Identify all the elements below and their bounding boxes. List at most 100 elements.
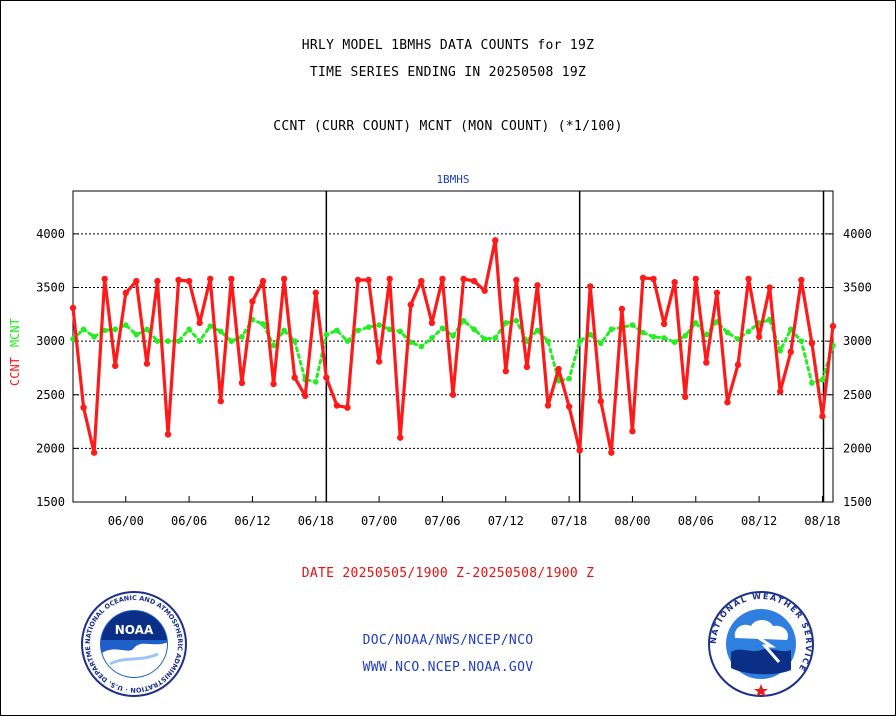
mcnt-point: [534, 327, 541, 334]
mcnt-point: [154, 338, 161, 344]
chart-subtitle: 1BMHS: [436, 173, 469, 186]
mcnt-point: [334, 327, 340, 334]
ccnt-point: [777, 388, 784, 395]
ccnt-point: [112, 362, 119, 370]
mcnt-point: [809, 380, 815, 386]
chart-title-line-1: HRLY MODEL 1BMHS DATA COUNTS for 19Z: [301, 38, 595, 53]
ccnt-point: [407, 301, 414, 308]
ccnt-point: [397, 434, 404, 441]
ccnt-point: [798, 276, 805, 284]
ccnt-point: [323, 374, 330, 381]
mcnt-point: [608, 326, 615, 333]
mcnt-point: [323, 331, 330, 338]
mcnt-point: [312, 379, 319, 385]
mcnt-point: [186, 326, 192, 333]
ccnt-point: [439, 275, 446, 283]
ccnt-point: [618, 305, 626, 313]
y-tick-label-left: 2000: [36, 441, 65, 455]
ccnt-point: [217, 397, 224, 405]
ccnt-point: [671, 278, 678, 286]
mcnt-point: [481, 336, 488, 342]
ccnt-point: [418, 277, 425, 285]
ccnt-point: [175, 276, 182, 284]
y-axis-label-ccnt: CCNT: [8, 357, 22, 386]
mcnt-point: [460, 317, 467, 324]
mcnt-point: [80, 326, 87, 333]
x-tick-label: 07/18: [551, 514, 587, 528]
ccnt-point: [164, 431, 172, 438]
ccnt-point: [481, 287, 488, 294]
y-axis-label-mcnt: MCNT: [8, 318, 22, 347]
mcnt-point: [239, 334, 245, 340]
ccnt-point: [523, 363, 531, 371]
ccnt-point: [122, 289, 129, 297]
mcnt-point: [745, 328, 752, 335]
mcnt-point: [260, 321, 266, 327]
mcnt-point: [70, 336, 76, 342]
mcnt-point: [502, 320, 509, 326]
mcnt-point: [133, 331, 140, 338]
ccnt-point: [544, 402, 552, 409]
y-tick-label-right: 3000: [843, 334, 872, 348]
ccnt-point: [69, 304, 77, 312]
mcnt-point: [418, 343, 425, 350]
org-path-link[interactable]: DOC/NOAA/NWS/NCEP/NCO: [362, 633, 534, 648]
mcnt-point: [144, 326, 150, 333]
ccnt-point: [660, 320, 668, 328]
ccnt-point: [259, 277, 267, 285]
website-link[interactable]: WWW.NCO.NCEP.NOAA.GOV: [362, 660, 534, 675]
mcnt-point: [650, 334, 657, 340]
mcnt-point: [365, 324, 372, 330]
ccnt-point: [386, 275, 393, 283]
mcnt-point: [576, 338, 583, 344]
ccnt-point: [745, 275, 752, 283]
y-tick-label-right: 3500: [843, 281, 872, 295]
ccnt-point: [734, 361, 742, 368]
ccnt-point: [143, 360, 151, 367]
ccnt-point: [90, 449, 98, 456]
ccnt-point: [270, 380, 277, 388]
mcnt-point: [471, 326, 477, 333]
series-ccnt-line: [71, 238, 835, 455]
mcnt-point: [270, 342, 277, 349]
y-tick-label-right: 4000: [843, 227, 872, 241]
mcnt-point: [640, 329, 646, 336]
mcnt-point: [682, 332, 689, 339]
ccnt-point: [502, 367, 509, 375]
ccnt-point: [133, 277, 140, 285]
ccnt-point: [555, 365, 562, 373]
mcnt-point: [766, 316, 773, 323]
ccnt-point: [428, 319, 436, 327]
ccnt-point: [196, 319, 203, 327]
ccnt-point: [375, 358, 383, 365]
ccnt-point: [460, 275, 467, 283]
mcnt-point: [207, 323, 214, 329]
ccnt-point: [185, 277, 193, 285]
ccnt-point: [80, 404, 87, 411]
mcnt-point: [661, 335, 667, 341]
mcnt-point: [91, 334, 97, 340]
y-tick-label-left: 1500: [36, 495, 65, 509]
ccnt-point: [228, 275, 235, 283]
plot-area-frame: [72, 190, 834, 503]
nws-logo: NATIONAL WEATHER SERVICE: [707, 590, 815, 698]
x-tick-label: 08/06: [678, 514, 714, 528]
mcnt-point: [798, 338, 805, 344]
ccnt-point: [650, 275, 657, 283]
ccnt-point: [703, 359, 710, 366]
ccnt-point: [576, 447, 583, 454]
ccnt-point: [608, 449, 615, 456]
mcnt-point: [671, 339, 678, 346]
x-tick-label: 08/00: [614, 514, 650, 528]
mcnt-point: [587, 331, 594, 338]
mcnt-point: [629, 322, 636, 328]
ccnt-point: [713, 289, 721, 297]
ccnt-point: [808, 340, 816, 347]
ccnt-point: [597, 397, 604, 405]
ccnt-point: [291, 374, 298, 381]
mcnt-point: [597, 340, 604, 347]
mcnt-point: [196, 338, 203, 344]
mcnt-point: [112, 326, 119, 333]
x-tick-label: 06/06: [171, 514, 207, 528]
